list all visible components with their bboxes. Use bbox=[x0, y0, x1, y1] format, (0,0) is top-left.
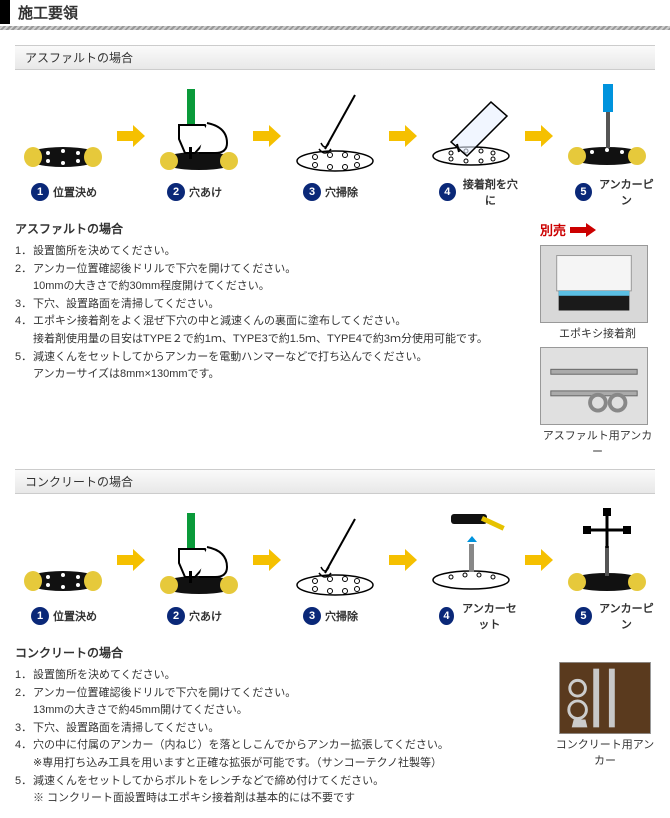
epoxy-caption: エポキシ接着剤 bbox=[540, 325, 655, 341]
step4-image bbox=[421, 82, 521, 172]
asphalt-step-2: 2穴あけ bbox=[149, 89, 249, 201]
step-name: 穴掃除 bbox=[325, 608, 358, 624]
step-number-icon: 5 bbox=[575, 183, 592, 201]
concrete-step-1: 1位置決め bbox=[13, 513, 113, 625]
step-name: 穴あけ bbox=[189, 184, 222, 200]
arrow-icon bbox=[117, 549, 145, 571]
arrow-icon bbox=[525, 125, 553, 147]
arrow-icon bbox=[117, 125, 145, 147]
step-name: アンカーピン bbox=[596, 600, 657, 632]
c-step4-image bbox=[421, 506, 521, 596]
arrow-icon bbox=[253, 125, 281, 147]
step-name: 位置決め bbox=[53, 608, 97, 624]
concrete-step-2: 2穴あけ bbox=[149, 513, 249, 625]
arrow-icon bbox=[389, 549, 417, 571]
hatch-divider bbox=[0, 26, 670, 30]
arrow-icon bbox=[253, 549, 281, 571]
instruction-item: 4．エポキシ接着剤をよく混ぜ下穴の中と減速くんの裏面に塗布してください。接着剤使… bbox=[15, 313, 530, 348]
c-step1-image bbox=[13, 513, 113, 603]
step-number-icon: 3 bbox=[303, 183, 321, 201]
page-title: 施工要領 bbox=[10, 2, 670, 23]
step5-image bbox=[557, 82, 657, 172]
concrete-step-3: 3穴掃除 bbox=[285, 513, 385, 625]
title-accent bbox=[0, 0, 10, 24]
concrete-content-row: コンクリートの場合 1．設置箇所を決めてください。2．アンカー位置確認後ドリルで… bbox=[0, 632, 670, 818]
side-item-concrete-anchor: コンクリート用アンカー bbox=[555, 662, 655, 768]
c-step2-image bbox=[149, 513, 249, 603]
step-name: 穴掃除 bbox=[325, 184, 358, 200]
concrete-subtitle: コンクリートの場合 bbox=[15, 644, 545, 661]
concrete-anchor-caption: コンクリート用アンカー bbox=[555, 736, 655, 768]
instruction-item: 2．アンカー位置確認後ドリルで下穴を開けてください。13mmの大きさで約45mm… bbox=[15, 685, 545, 720]
step-name: アンカーピン bbox=[596, 176, 657, 208]
asphalt-instructions: アスファルトの場合 1．設置箇所を決めてください。2．アンカー位置確認後ドリルで… bbox=[15, 220, 530, 459]
red-arrow-icon bbox=[570, 223, 596, 237]
instruction-item: 5．減速くんをセットしてからアンカーを電動ハンマーなどで打ち込んでください。アン… bbox=[15, 349, 530, 384]
concrete-anchor-image bbox=[559, 662, 651, 734]
anchor-image bbox=[540, 347, 648, 425]
section-title-concrete: コンクリートの場合 bbox=[15, 469, 655, 494]
instruction-item: 3．下穴、設置路面を清掃してください。 bbox=[15, 296, 530, 314]
instruction-item: 1．設置箇所を決めてください。 bbox=[15, 667, 545, 685]
step-name: 位置決め bbox=[53, 184, 97, 200]
page-title-bar: 施工要領 bbox=[0, 0, 670, 24]
instruction-item: 3．下穴、設置路面を清掃してください。 bbox=[15, 720, 545, 738]
side-item-epoxy: エポキシ接着剤 bbox=[540, 245, 655, 341]
asphalt-step-1: 1位置決め bbox=[13, 89, 113, 201]
arrow-icon bbox=[389, 125, 417, 147]
instruction-item: 1．設置箇所を決めてください。 bbox=[15, 243, 530, 261]
step3-image bbox=[285, 89, 385, 179]
sold-separately-label: 別売 bbox=[540, 220, 655, 239]
step2-image bbox=[149, 89, 249, 179]
asphalt-side-col: 別売 エポキシ接着剤 bbox=[540, 220, 655, 459]
asphalt-step-5: 5アンカーピン bbox=[557, 82, 657, 208]
asphalt-list: 1．設置箇所を決めてください。2．アンカー位置確認後ドリルで下穴を開けてください… bbox=[15, 243, 530, 384]
asphalt-subtitle: アスファルトの場合 bbox=[15, 220, 530, 237]
asphalt-steps-row: 1位置決め 2穴あけ 3穴掃除 bbox=[0, 82, 670, 208]
asphalt-content-row: アスファルトの場合 1．設置箇所を決めてください。2．アンカー位置確認後ドリルで… bbox=[0, 208, 670, 469]
instruction-item: 5．減速くんをセットしてからボルトをレンチなどで締め付けてください。※ コンクリ… bbox=[15, 773, 545, 808]
step-number-icon: 2 bbox=[167, 607, 185, 625]
instruction-item: 4．穴の中に付属のアンカー（内ねじ）を落としこんでからアンカー拡張してください。… bbox=[15, 737, 545, 772]
step1-image bbox=[13, 89, 113, 179]
side-item-anchor: アスファルト用アンカー bbox=[540, 347, 655, 459]
step-number-icon: 4 bbox=[439, 607, 454, 625]
section-title-asphalt: アスファルトの場合 bbox=[15, 45, 655, 70]
concrete-step-4: 4アンカーセット bbox=[421, 506, 521, 632]
instruction-item: 2．アンカー位置確認後ドリルで下穴を開けてください。10mmの大きさで約30mm… bbox=[15, 261, 530, 296]
concrete-instructions: コンクリートの場合 1．設置箇所を決めてください。2．アンカー位置確認後ドリルで… bbox=[15, 644, 545, 808]
arrow-icon bbox=[525, 549, 553, 571]
asphalt-step-3: 3穴掃除 bbox=[285, 89, 385, 201]
c-step5-image bbox=[557, 506, 657, 596]
concrete-steps-row: 1位置決め 2穴あけ 3穴掃除 bbox=[0, 506, 670, 632]
step-name: 接着剤を穴に bbox=[460, 176, 521, 208]
epoxy-image bbox=[540, 245, 648, 323]
step-number-icon: 1 bbox=[31, 183, 49, 201]
step-name: 穴あけ bbox=[189, 608, 222, 624]
step-number-icon: 5 bbox=[575, 607, 592, 625]
anchor-caption: アスファルト用アンカー bbox=[540, 427, 655, 459]
concrete-side-col: コンクリート用アンカー bbox=[555, 644, 655, 808]
step-number-icon: 3 bbox=[303, 607, 321, 625]
step-number-icon: 1 bbox=[31, 607, 49, 625]
c-step3-image bbox=[285, 513, 385, 603]
step-number-icon: 2 bbox=[167, 183, 185, 201]
concrete-step-5: 5アンカーピン bbox=[557, 506, 657, 632]
asphalt-step-4: 4接着剤を穴に bbox=[421, 82, 521, 208]
step-number-icon: 4 bbox=[439, 183, 456, 201]
step-name: アンカーセット bbox=[458, 600, 521, 632]
